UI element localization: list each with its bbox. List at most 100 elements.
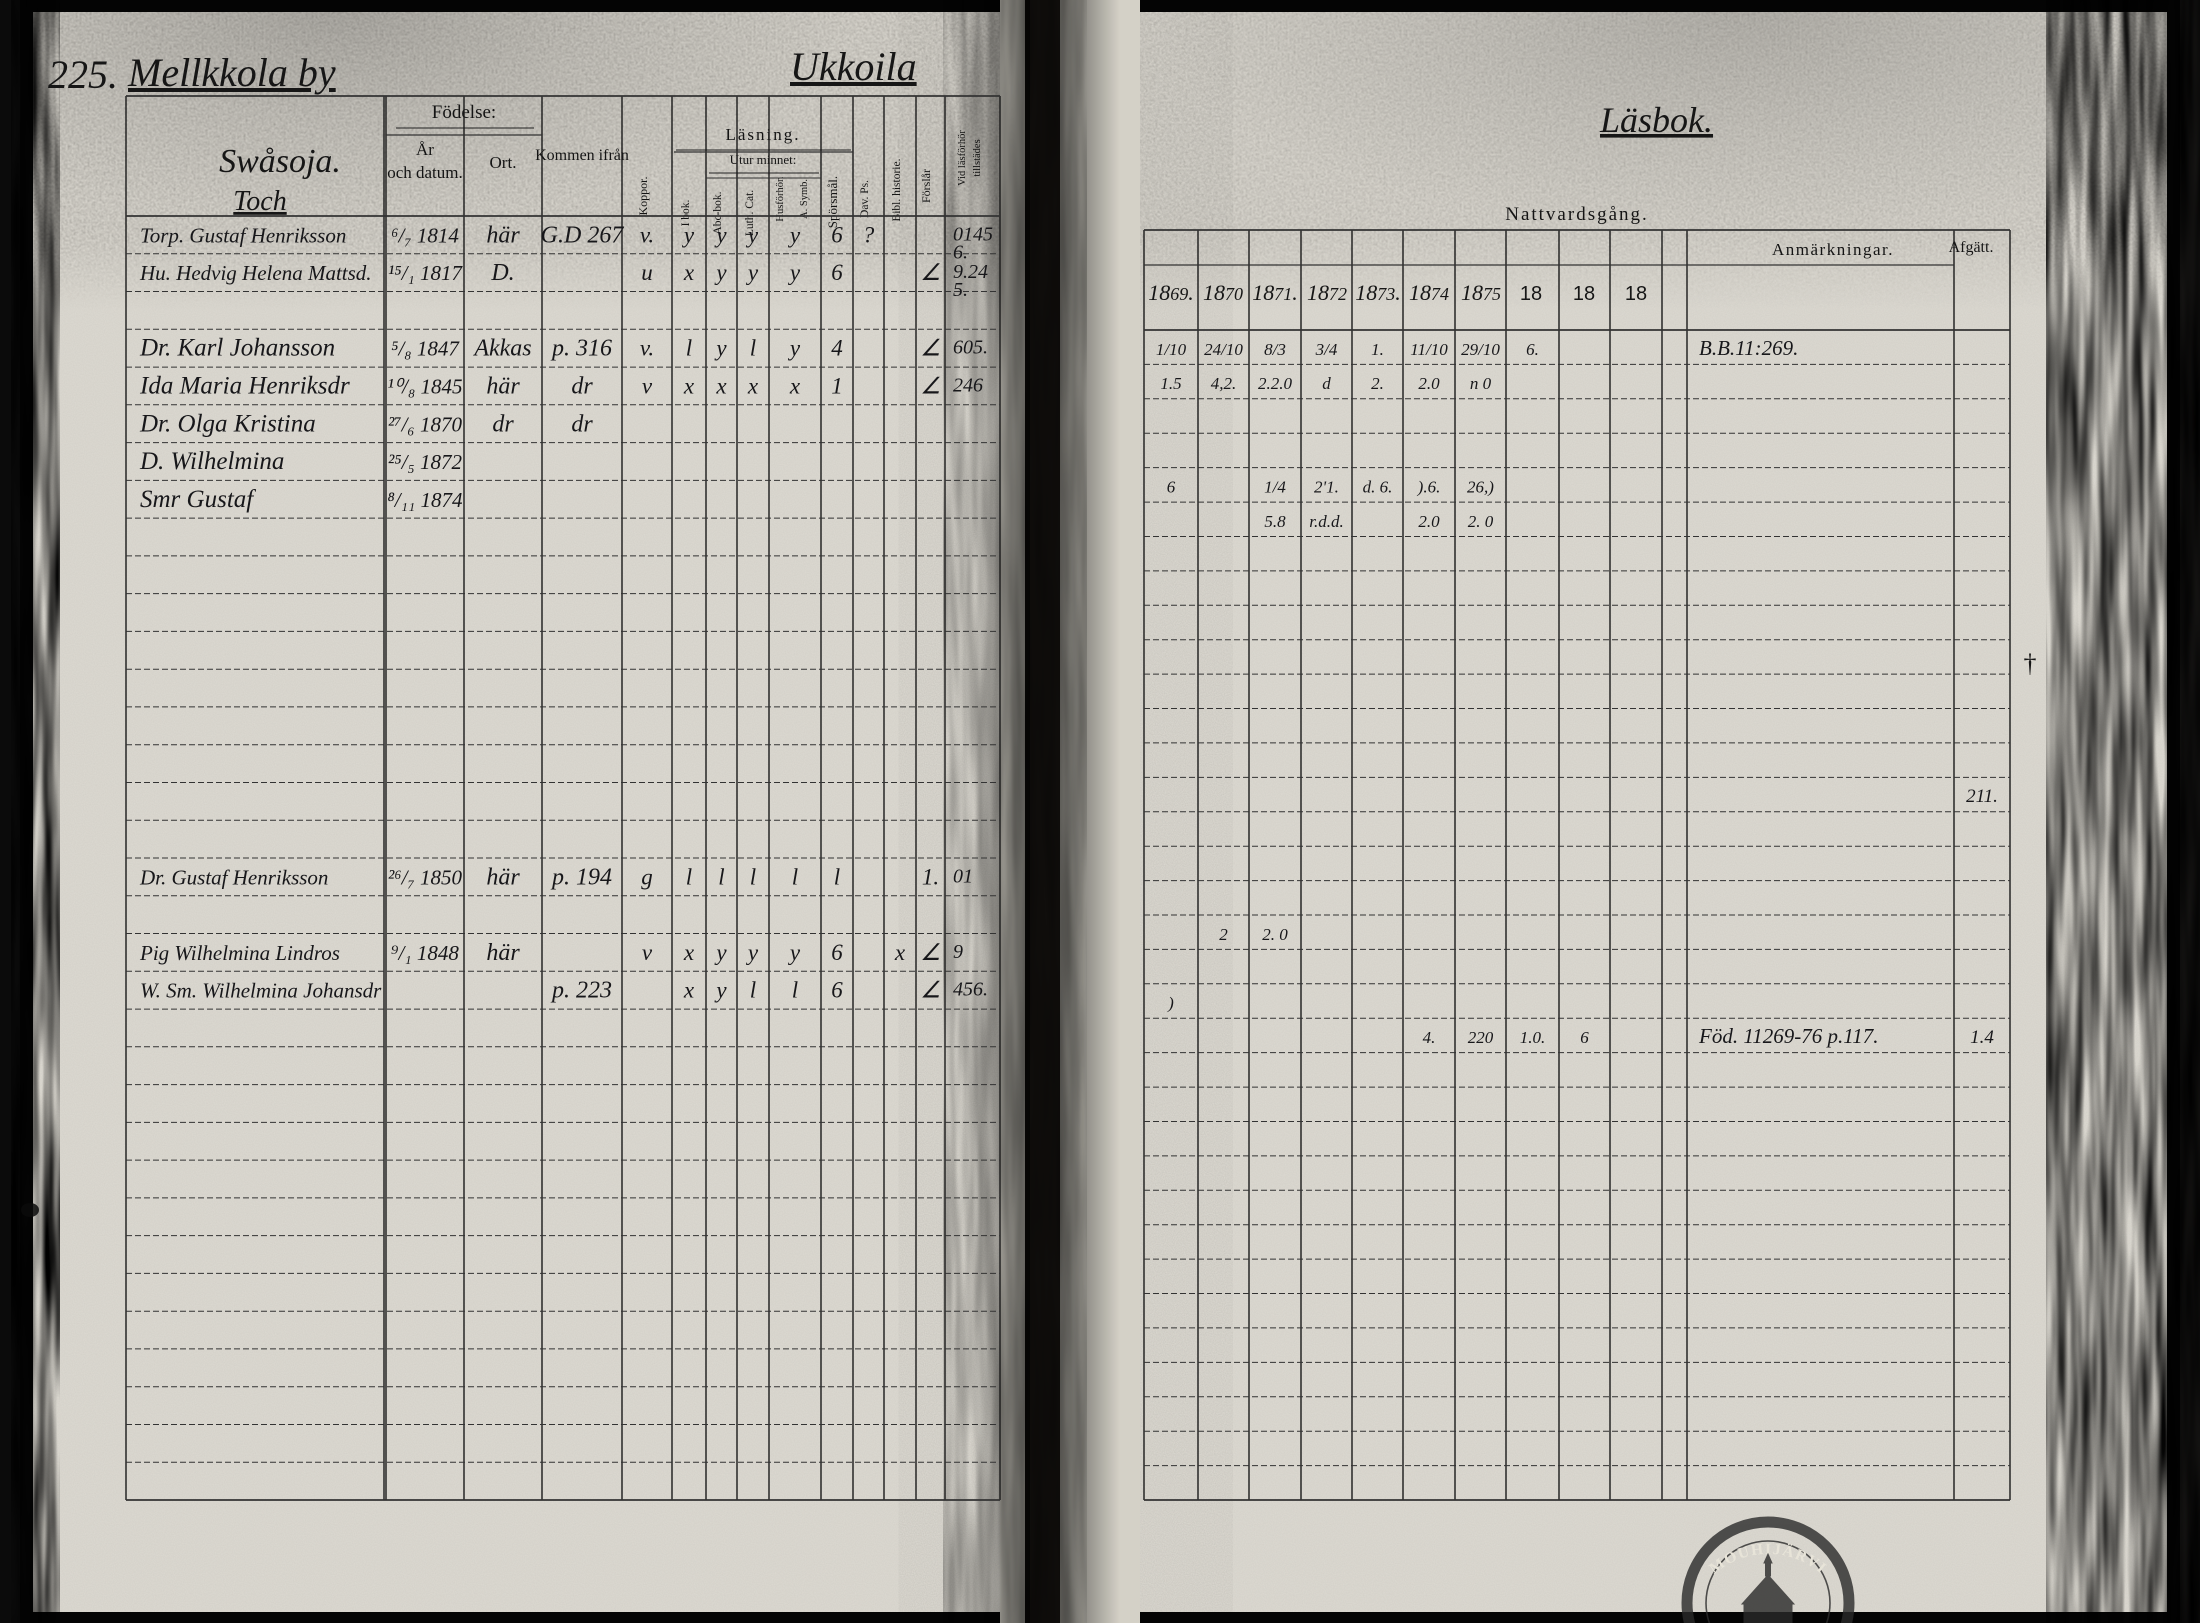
svg-text:l: l [686, 864, 692, 889]
svg-text:p. 223: p. 223 [550, 978, 612, 1004]
svg-text:): ) [1167, 994, 1174, 1013]
svg-text:1875: 1875 [1461, 280, 1501, 305]
svg-text:1.5: 1.5 [1160, 374, 1181, 393]
svg-text:l: l [750, 978, 756, 1003]
svg-text:Toch: Toch [233, 186, 286, 217]
svg-text:d. 6.: d. 6. [1363, 477, 1393, 496]
svg-text:G.D 267: G.D 267 [541, 222, 625, 248]
svg-text:24/10: 24/10 [1204, 340, 1243, 359]
svg-text:Smr Gustaf: Smr Gustaf [140, 486, 256, 513]
svg-text:l: l [834, 864, 840, 889]
svg-text:här: här [486, 864, 520, 890]
svg-text:Spörsmål.: Spörsmål. [825, 176, 840, 228]
svg-text:d: d [1322, 374, 1331, 393]
svg-text:8/3: 8/3 [1264, 340, 1286, 359]
svg-text:v: v [642, 374, 653, 399]
svg-text:6.: 6. [1526, 340, 1539, 359]
svg-text:Hu. Hedvig Helena Mattsd.: Hu. Hedvig Helena Mattsd. [139, 261, 372, 285]
svg-text:y: y [714, 978, 727, 1003]
svg-text:x: x [683, 978, 695, 1003]
svg-text:y: y [788, 260, 801, 285]
svg-text:Dr. Olga Kristina: Dr. Olga Kristina [139, 410, 316, 437]
svg-text:r.d.d.: r.d.d. [1309, 512, 1343, 531]
svg-text:Föd. 11269-76 p.117.: Föd. 11269-76 p.117. [1698, 1024, 1878, 1048]
svg-text:Utur minnet:: Utur minnet: [730, 152, 797, 167]
svg-text:y: y [788, 222, 801, 247]
svg-text:²⁶/₇ 1850: ²⁶/₇ 1850 [388, 865, 462, 889]
svg-text:y: y [714, 940, 727, 965]
svg-text:A. Symb.: A. Symb. [799, 179, 810, 219]
svg-text:4: 4 [831, 336, 843, 361]
svg-text:l: l [718, 864, 724, 889]
svg-text:Bibl. historie.: Bibl. historie. [891, 158, 903, 221]
svg-text:11/10: 11/10 [1410, 340, 1448, 359]
svg-text:W. Sm. Wilhelmina Johansdr: W. Sm. Wilhelmina Johansdr [140, 979, 382, 1003]
svg-text:²⁵/₅ 1872: ²⁵/₅ 1872 [388, 450, 462, 474]
svg-text:här: här [486, 940, 520, 966]
svg-text:29/10: 29/10 [1461, 340, 1500, 359]
svg-text:Husförhör.: Husförhör. [775, 176, 786, 221]
svg-text:l: l [686, 336, 692, 361]
svg-text:dr: dr [571, 411, 593, 437]
svg-text:l: l [750, 864, 756, 889]
svg-text:2.0: 2.0 [1418, 374, 1440, 393]
svg-text:2.2.0: 2.2.0 [1258, 374, 1293, 393]
svg-text:2. 0: 2. 0 [1262, 925, 1288, 944]
svg-text:1871.: 1871. [1252, 280, 1298, 305]
svg-text:6: 6 [831, 260, 843, 285]
svg-text:x: x [789, 374, 801, 399]
svg-text:5.: 5. [953, 279, 968, 301]
svg-text:⁸/₁₁ 1874: ⁸/₁₁ 1874 [388, 488, 463, 512]
svg-text:D. Wilhelmina: D. Wilhelmina [139, 448, 284, 475]
svg-text:1874: 1874 [1409, 280, 1449, 305]
svg-text:18: 18 [1573, 283, 1595, 305]
svg-text:225.: 225. [48, 52, 118, 97]
svg-text:4.: 4. [1423, 1028, 1436, 1047]
svg-text:²⁷/₆ 1870: ²⁷/₆ 1870 [388, 412, 462, 436]
svg-text:456.: 456. [953, 979, 988, 1001]
svg-text:och datum.: och datum. [387, 163, 463, 182]
svg-text:2.0: 2.0 [1418, 512, 1440, 531]
svg-text:⁶/₇ 1814: ⁶/₇ 1814 [391, 223, 459, 247]
svg-text:Ukkoila: Ukkoila [790, 44, 917, 89]
svg-text:u: u [641, 260, 653, 285]
svg-text:∠: ∠ [920, 374, 941, 399]
svg-text:Kommen ifrån: Kommen ifrån [535, 147, 629, 164]
svg-text:∠: ∠ [920, 940, 941, 965]
svg-text:1.4: 1.4 [1970, 1027, 1994, 1048]
svg-text:2. 0: 2. 0 [1468, 512, 1494, 531]
svg-text:Läsbok.: Läsbok. [1599, 100, 1713, 140]
svg-text:1/10: 1/10 [1156, 340, 1187, 359]
svg-text:här: här [486, 374, 520, 400]
svg-text:1/4: 1/4 [1264, 477, 1286, 496]
svg-text:p. 316: p. 316 [550, 336, 612, 362]
svg-text:Swåsoja.: Swåsoja. [219, 143, 341, 180]
svg-text:y: y [788, 940, 801, 965]
svg-text:246: 246 [953, 375, 983, 397]
svg-text:6: 6 [1580, 1028, 1589, 1047]
svg-text:18: 18 [1520, 283, 1542, 305]
svg-text:y: y [746, 260, 759, 285]
svg-text:?: ? [863, 222, 875, 247]
svg-text:†: † [2024, 649, 2037, 678]
svg-text:n 0: n 0 [1470, 374, 1492, 393]
svg-text:År: År [416, 140, 434, 159]
svg-text:x: x [715, 374, 727, 399]
svg-text:Koppor.: Koppor. [636, 177, 650, 216]
svg-text:∠: ∠ [920, 336, 941, 361]
svg-text:Torp. Gustaf Henriksson: Torp. Gustaf Henriksson [140, 223, 346, 247]
svg-text:¹⁰/₈ 1845: ¹⁰/₈ 1845 [387, 375, 462, 399]
svg-text:6: 6 [831, 978, 843, 1003]
svg-text:605.: 605. [953, 337, 988, 359]
svg-text:D.: D. [490, 260, 514, 286]
svg-text:211.: 211. [1966, 786, 1998, 807]
svg-text:y: y [714, 222, 727, 247]
svg-text:⁹/₁ 1848: ⁹/₁ 1848 [391, 941, 459, 965]
svg-text:6.: 6. [953, 241, 968, 263]
svg-text:v.: v. [640, 222, 654, 247]
svg-text:Dr. Gustaf Henriksson: Dr. Gustaf Henriksson [139, 865, 328, 889]
svg-text:1.0.: 1.0. [1520, 1028, 1546, 1047]
svg-text:Dav. Ps.: Dav. Ps. [859, 180, 871, 218]
svg-text:Pig Wilhelmina Lindros: Pig Wilhelmina Lindros [139, 941, 340, 965]
svg-text:1.: 1. [922, 864, 939, 889]
